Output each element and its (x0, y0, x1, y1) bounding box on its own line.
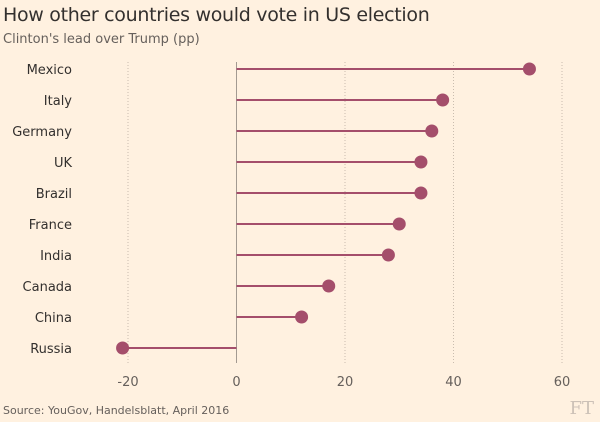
lollipop-dot (425, 124, 439, 138)
lollipop-dot (392, 217, 406, 231)
ft-logo: FT (569, 398, 595, 419)
x-tick-label: 40 (445, 375, 462, 390)
chart-subtitle: Clinton's lead over Trump (pp) (3, 32, 200, 47)
chart-title: How other countries would vote in US ele… (3, 4, 430, 26)
category-label: Germany (12, 125, 72, 140)
lollipop-dot (436, 93, 450, 107)
x-tick-label: 0 (232, 375, 240, 390)
lollipop-dot (295, 310, 309, 324)
lollipop-dot (522, 62, 536, 76)
category-label: India (40, 249, 72, 264)
category-label: UK (54, 156, 73, 171)
x-tick-label: 60 (554, 375, 571, 390)
lollipop-dot (414, 155, 428, 169)
category-label: Italy (44, 94, 73, 109)
lollipop-dot (116, 341, 130, 355)
lollipop-dot (414, 186, 428, 200)
source-note: Source: YouGov, Handelsblatt, April 2016 (3, 404, 230, 417)
lollipop-dot (322, 279, 336, 293)
category-label: France (29, 218, 72, 233)
category-label: Russia (30, 342, 72, 357)
lollipop-dot (381, 248, 395, 262)
category-label: China (35, 311, 72, 326)
category-label: Mexico (27, 63, 72, 78)
category-label: Canada (23, 280, 72, 295)
x-tick-label: 20 (337, 375, 354, 390)
category-label: Brazil (36, 187, 72, 202)
x-tick-label: -20 (117, 375, 138, 390)
